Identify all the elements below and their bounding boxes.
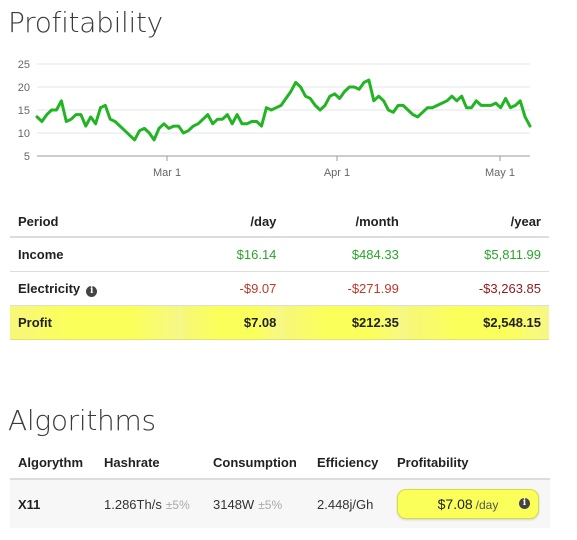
x-tick-label: May 1 bbox=[485, 167, 515, 179]
income-month: $484.33 bbox=[351, 247, 399, 262]
col-efficiency: Efficiency bbox=[309, 446, 389, 480]
efficiency-value: 2.448j/Gh bbox=[309, 479, 389, 528]
profitability-value: $7.08 bbox=[437, 496, 473, 512]
consumption-tolerance: ±5% bbox=[258, 497, 283, 512]
profitability-title: Profitability bbox=[8, 6, 163, 39]
period-table: Period /day /month /year Income $16.14 $… bbox=[10, 206, 549, 340]
col-profitability: Profitability bbox=[389, 446, 550, 480]
profitability-chart: 25 20 15 10 5 Mar 1 Apr 1 May 1 bbox=[18, 59, 532, 179]
profit-row: Profit $7.08 $212.35 $2,548.15 bbox=[10, 305, 549, 340]
income-year: $5,811.99 bbox=[484, 247, 541, 262]
hashrate-cell: 1.286Th/s ±5% bbox=[96, 479, 205, 528]
income-row: Income $16.14 $484.33 $5,811.99 bbox=[10, 237, 549, 272]
y-tick-label: 20 bbox=[18, 82, 30, 94]
algorithm-name: X11 bbox=[10, 479, 96, 528]
hashrate-value: 1.286Th/s bbox=[104, 496, 162, 512]
consumption-value: 3148W bbox=[213, 496, 255, 512]
algorithms-table-header: Algorythm Hashrate Consumption Efficienc… bbox=[10, 446, 550, 480]
consumption-cell: 3148W ±5% bbox=[205, 479, 309, 528]
col-algorithm: Algorythm bbox=[10, 446, 96, 480]
electricity-month: -$271.99 bbox=[284, 271, 407, 306]
income-label: Income bbox=[18, 247, 64, 262]
info-icon[interactable]: i bbox=[86, 285, 98, 297]
profitability-unit: /day bbox=[475, 498, 499, 512]
period-table-header: Period /day /month /year bbox=[10, 206, 549, 238]
col-day: /day bbox=[183, 206, 285, 238]
electricity-label-cell: Electricity i bbox=[10, 271, 184, 306]
profitability-cell: $7.08/day i bbox=[389, 479, 550, 528]
electricity-year: -$3,263.85 bbox=[406, 271, 549, 306]
profitability-pill[interactable]: $7.08/day i bbox=[397, 489, 539, 519]
electricity-label: Electricity bbox=[18, 280, 81, 296]
x-tick-label: Apr 1 bbox=[324, 167, 350, 179]
hashrate-tolerance: ±5% bbox=[165, 497, 190, 512]
profit-month: $212.35 bbox=[284, 305, 407, 340]
algorithms-table: Algorythm Hashrate Consumption Efficienc… bbox=[10, 446, 550, 528]
y-tick-label: 5 bbox=[24, 151, 30, 163]
col-consumption: Consumption bbox=[205, 446, 309, 480]
profit-year: $2,548.15 bbox=[406, 305, 549, 340]
col-year: /year bbox=[406, 206, 549, 238]
profitability-series-line bbox=[35, 78, 532, 142]
profit-day: $7.08 bbox=[183, 305, 285, 340]
income-day: $16.14 bbox=[236, 247, 277, 262]
col-period: Period bbox=[10, 206, 184, 238]
info-icon[interactable]: i bbox=[519, 498, 530, 509]
profit-label: Profit bbox=[10, 305, 184, 340]
col-month: /month bbox=[284, 206, 407, 238]
col-hashrate: Hashrate bbox=[96, 446, 205, 480]
y-tick-label: 25 bbox=[18, 59, 30, 71]
algorithm-row: X11 1.286Th/s ±5% 3148W ±5% 2.448j/Gh $7.0… bbox=[10, 479, 550, 528]
y-tick-label: 15 bbox=[18, 105, 30, 117]
electricity-day: -$9.07 bbox=[183, 271, 285, 306]
y-tick-label: 10 bbox=[18, 128, 30, 140]
algorithms-title: Algorithms bbox=[8, 404, 156, 437]
x-tick-label: Mar 1 bbox=[153, 167, 181, 179]
electricity-row: Electricity i -$9.07 -$271.99 -$3,263.85 bbox=[10, 271, 549, 306]
